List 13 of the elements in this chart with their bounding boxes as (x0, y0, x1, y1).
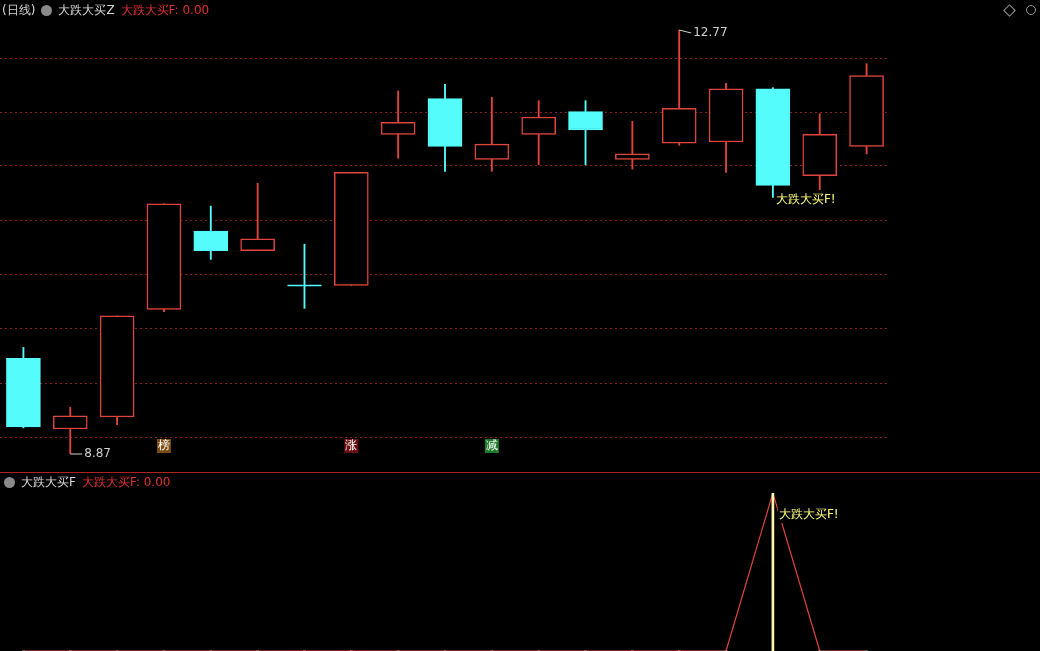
annotation: 涨 (345, 438, 358, 453)
chart-subtitle: 大跌大买F: 0.00 (81, 473, 171, 491)
annotation: 榜 (157, 438, 170, 453)
text: 大跌大买F: 0.00 (120, 1, 210, 19)
annotation: 8.87 (84, 446, 111, 461)
annotation: 12.77 (693, 25, 728, 40)
chart-title: (日线) (2, 1, 36, 19)
annotation: 大跌大买F! (775, 191, 836, 206)
candlestick (615, 120, 650, 170)
annotation: 减 (485, 438, 498, 453)
annotation: 大跌大买F! (778, 507, 839, 522)
chart-title: 大跌大买F (21, 473, 76, 491)
chart-subtitle: 大跌大买Z (58, 1, 115, 19)
